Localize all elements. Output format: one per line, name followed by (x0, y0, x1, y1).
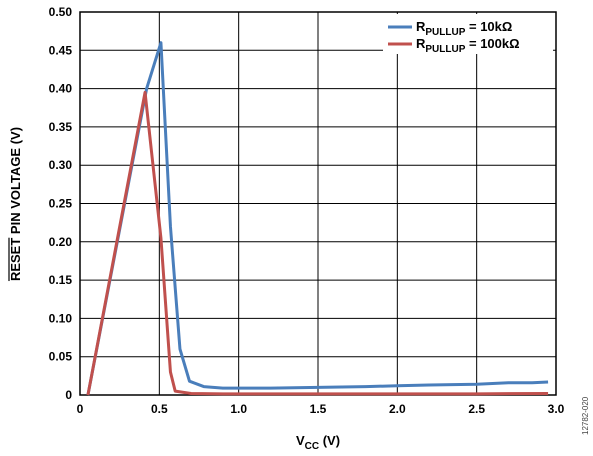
y-tick-label: 0.30 (49, 158, 73, 172)
legend: RPULLUP = 10kΩ RPULLUP = 100kΩ (383, 14, 553, 55)
series-layer (86, 41, 549, 396)
y-tick-label: 0.35 (49, 120, 73, 134)
series-line-1 (86, 90, 549, 396)
legend-background (383, 14, 553, 54)
y-tick-label: 0.10 (49, 311, 73, 325)
y-axis-title: RESET PIN VOLTAGE (V) (8, 127, 23, 282)
y-tick-label: 0.40 (49, 82, 73, 96)
y-tick-label: 0.20 (49, 235, 73, 249)
x-tick-label: 0 (77, 402, 84, 416)
x-tick-label: 1.0 (230, 402, 247, 416)
x-tick-label: 2.5 (468, 402, 485, 416)
y-tick-labels: 0 0.05 0.10 0.15 0.20 0.25 0.30 0.35 0.40 0.45 0.5… (49, 5, 73, 402)
y-tick-label: 0.45 (49, 43, 73, 57)
y-tick-label: 0.05 (49, 350, 73, 364)
figure-id: 12782-020 (581, 396, 590, 435)
grid (80, 12, 556, 395)
x-tick-labels: 0 0.5 1.0 1.5 2.0 2.5 3.0 (77, 402, 565, 416)
series-line-0 (86, 41, 549, 396)
y-tick-label: 0.15 (49, 273, 73, 287)
x-axis-title: VCC (V) (296, 433, 340, 452)
x-tick-label: 2.0 (389, 402, 406, 416)
legend-label-10k: RPULLUP = 10kΩ (416, 19, 512, 38)
y-tick-label: 0 (65, 388, 72, 402)
svg-text:RESET PIN VOLTAGE (V): RESET PIN VOLTAGE (V) (8, 127, 23, 281)
y-tick-label: 0.50 (49, 5, 73, 19)
legend-label-100k: RPULLUP = 100kΩ (416, 36, 520, 55)
x-tick-label: 0.5 (151, 402, 168, 416)
x-tick-label: 1.5 (310, 402, 327, 416)
x-tick-label: 3.0 (548, 402, 565, 416)
y-tick-label: 0.25 (49, 197, 73, 211)
